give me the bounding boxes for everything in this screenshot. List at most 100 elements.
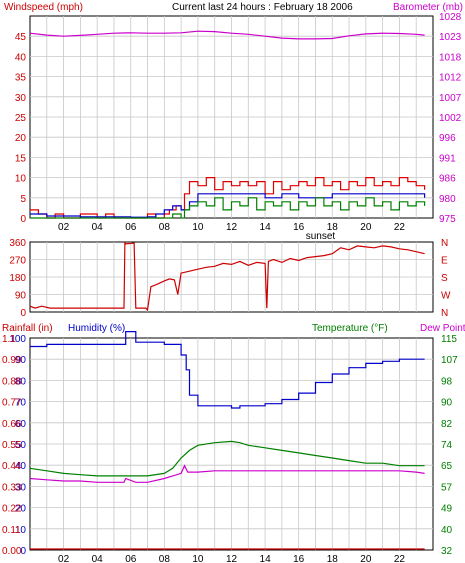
chart-layer: 0510152025303540459759809869919961002100… <box>2 12 462 563</box>
wind-tick-label: 20 <box>15 133 27 144</box>
wind_avg-line <box>30 193 426 218</box>
compass-tick-label: E <box>441 256 448 267</box>
compass-tick-label: W <box>441 291 451 302</box>
direction-tick-label: 90 <box>15 291 27 302</box>
gust-line <box>30 177 426 219</box>
humidity-tick-label: 90 <box>15 355 27 366</box>
x-tick-label: 10 <box>192 554 204 563</box>
wind-tick-label: 35 <box>15 73 27 84</box>
temperature-axis-label: Temperature (°F) <box>312 323 388 334</box>
temperature-tick-label: 90 <box>441 398 453 409</box>
x-tick-label: 22 <box>394 222 406 233</box>
temperature-tick-label: 32 <box>441 546 453 557</box>
x-tick-label: 16 <box>293 554 305 563</box>
barometer-tick-label: 996 <box>439 133 456 144</box>
temperature-line <box>29 440 425 477</box>
humidity-tick-label: 20 <box>15 504 27 515</box>
barometer-line <box>29 30 425 40</box>
barometer-tick-label: 1028 <box>439 12 462 23</box>
wind-tick-label: 0 <box>20 214 26 225</box>
x-tick-label: 20 <box>360 554 372 563</box>
x-tick-label: 04 <box>92 222 104 233</box>
direction-tick-label: 0 <box>20 308 26 319</box>
dewpoint-line <box>29 464 425 483</box>
rainfall-tick-label: 0.11 <box>2 525 21 536</box>
rainfall-axis-label: Rainfall (in) <box>2 323 53 334</box>
humidity-tick-label: 100 <box>9 334 26 345</box>
temperature-tick-label: 98 <box>441 376 453 387</box>
barometer-tick-label: 986 <box>439 174 456 185</box>
x-tick-label: 14 <box>260 554 272 563</box>
wind-tick-label: 25 <box>15 113 27 124</box>
rainfall-tick-label: 0.44 <box>2 461 22 472</box>
rainfall-tick-label: 0.55 <box>2 440 22 451</box>
x-tick-label: 22 <box>394 554 406 563</box>
barometer-tick-label: 975 <box>439 214 456 225</box>
wind-tick-label: 5 <box>20 194 26 205</box>
rainfall-tick-label: 1.1 <box>2 334 16 345</box>
x-tick-label: 04 <box>92 554 104 563</box>
humidity-tick-label: 80 <box>15 376 27 387</box>
rainfall-tick-label: 0.33 <box>2 482 22 493</box>
rainfall-tick-label: 0.99 <box>2 355 22 366</box>
x-tick-label: 08 <box>159 222 171 233</box>
compass-tick-label: N <box>441 238 448 249</box>
temperature-tick-label: 65 <box>441 461 453 472</box>
barometer-tick-label: 991 <box>439 153 456 164</box>
barometer-tick-label: 1023 <box>439 32 462 43</box>
humidity-tick-label: 60 <box>15 419 27 430</box>
temperature-tick-label: 57 <box>441 482 453 493</box>
temperature-tick-label: 40 <box>441 525 453 536</box>
humidity-axis-label: Humidity (%) <box>68 323 125 334</box>
x-tick-label: 16 <box>293 222 305 233</box>
barometer-tick-label: 980 <box>439 194 456 205</box>
x-tick-label: 12 <box>226 222 238 233</box>
temperature-tick-label: 82 <box>441 419 453 430</box>
humidity-tick-label: 0 <box>20 546 26 557</box>
humidity-tick-label: 40 <box>15 461 27 472</box>
temperature-tick-label: 49 <box>441 504 453 515</box>
x-tick-label: 18 <box>327 222 339 233</box>
x-tick-label: 20 <box>360 222 372 233</box>
x-tick-label: 06 <box>125 554 137 563</box>
dewpoint-axis-label: Dew Point <box>420 323 465 334</box>
barometer-tick-label: 1012 <box>439 73 462 84</box>
barometer-axis-label: Barometer (mb) <box>393 2 463 13</box>
temperature-tick-label: 107 <box>441 355 458 366</box>
compass-tick-label: S <box>441 273 448 284</box>
direction-line <box>29 241 425 312</box>
humidity-line <box>30 331 425 409</box>
humidity-tick-label: 50 <box>15 440 27 451</box>
humidity-tick-label: 30 <box>15 482 27 493</box>
temperature-tick-label: 115 <box>441 334 457 345</box>
x-tick-label: 10 <box>192 222 204 233</box>
x-tick-label: 02 <box>58 222 70 233</box>
x-tick-label: 18 <box>327 554 339 563</box>
x-tick-label: 14 <box>260 222 272 233</box>
x-tick-label: 02 <box>58 554 70 563</box>
rainfall-tick-label: 0.77 <box>2 398 22 409</box>
humidity-tick-label: 10 <box>15 525 27 536</box>
temperature-tick-label: 74 <box>441 440 453 451</box>
rainfall-tick-label: 0.88 <box>2 376 22 387</box>
wind-tick-label: 10 <box>15 174 27 185</box>
x-tick-label: 06 <box>125 222 137 233</box>
barometer-tick-label: 1007 <box>439 93 462 104</box>
compass-tick-label: N <box>441 308 448 319</box>
wind-tick-label: 45 <box>15 32 27 43</box>
barometer-tick-label: 1018 <box>439 52 462 63</box>
windspeed-axis-label: Windspeed (mph) <box>4 2 83 13</box>
barometer-tick-label: 1002 <box>439 113 462 124</box>
rainfall-tick-label: 0.66 <box>2 419 22 430</box>
rainfall-tick-label: 0.00 <box>2 546 22 557</box>
direction-tick-label: 270 <box>9 256 26 267</box>
rainfall-tick-label: 0.22 <box>2 504 22 515</box>
chart-title: Current last 24 hours : February 18 2006 <box>172 2 353 13</box>
direction-tick-label: 180 <box>9 273 26 284</box>
wind-tick-label: 40 <box>15 52 27 63</box>
x-tick-label: 12 <box>226 554 238 563</box>
wind-tick-label: 15 <box>15 153 27 164</box>
direction-tick-label: 360 <box>9 238 26 249</box>
